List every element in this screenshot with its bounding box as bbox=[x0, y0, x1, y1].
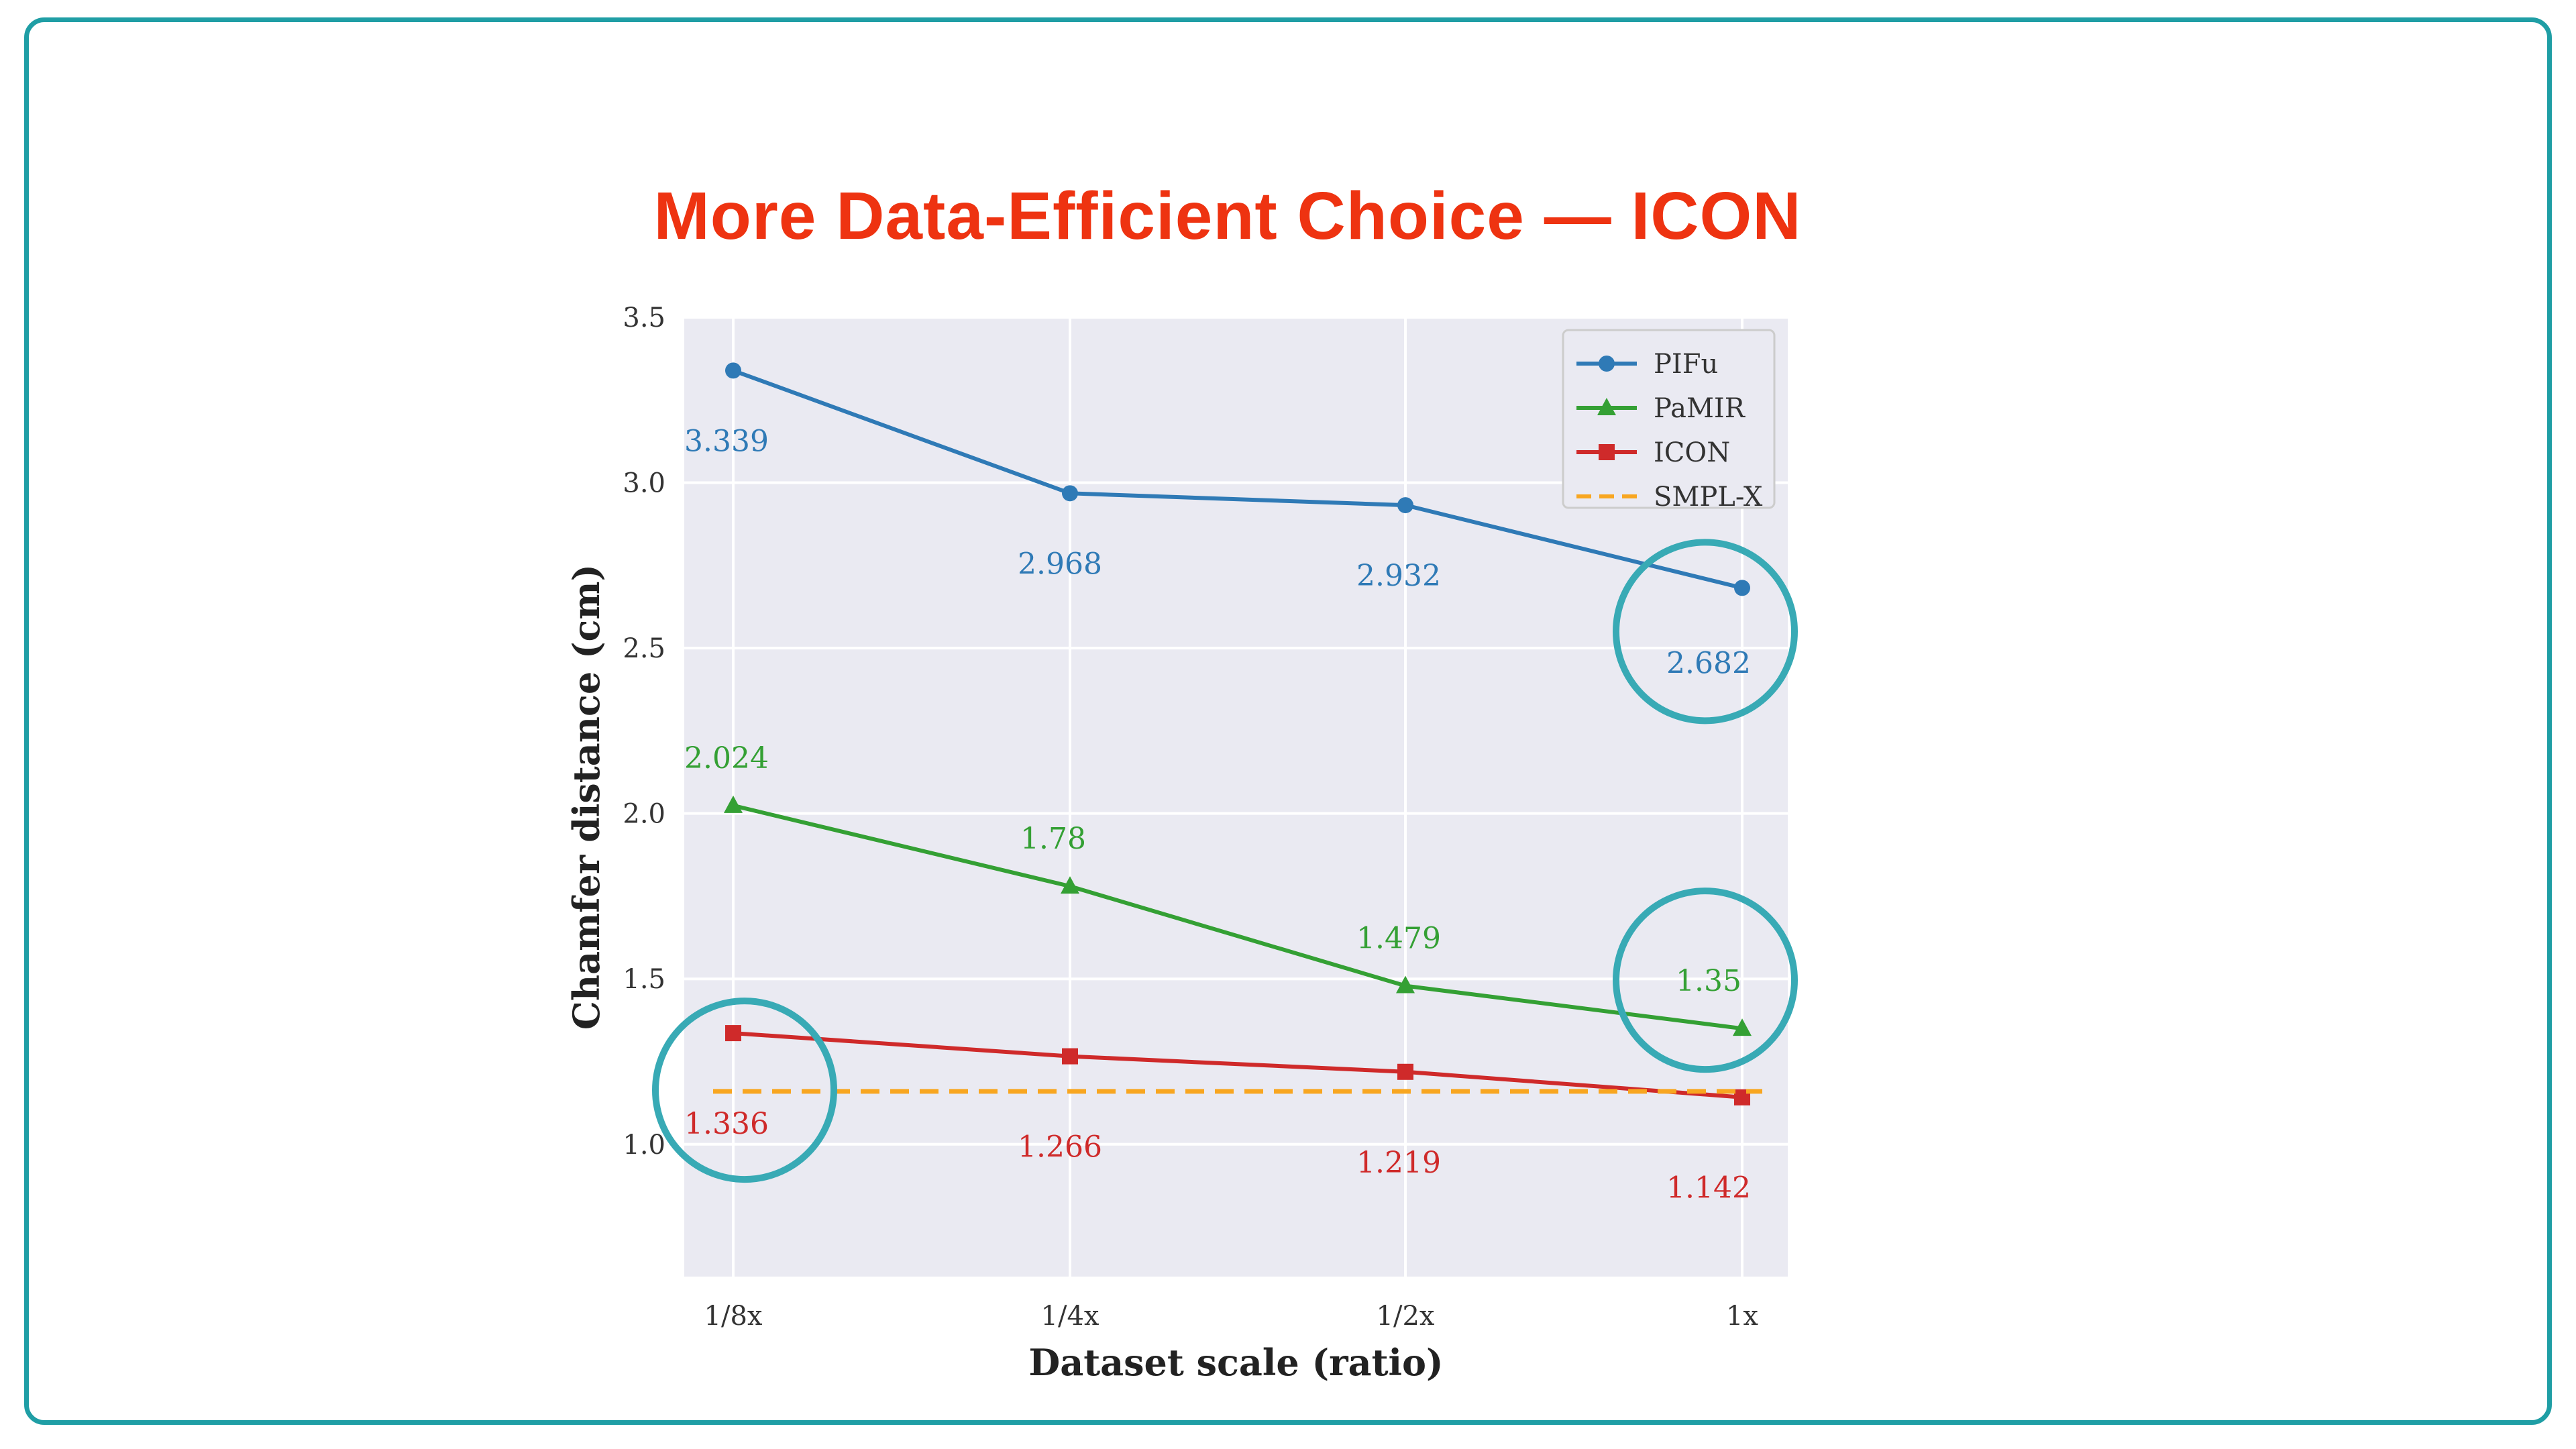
legend-marker-icon bbox=[1599, 444, 1615, 460]
data-label-pamir: 2.024 bbox=[684, 741, 769, 775]
data-point-pamir bbox=[1396, 975, 1415, 994]
data-point-pifu bbox=[1397, 497, 1413, 514]
legend-label-smpl-x: SMPL-X bbox=[1654, 482, 1763, 513]
grid bbox=[684, 316, 1788, 1277]
series-line-icon bbox=[733, 1031, 1743, 1099]
data-label-pamir: 1.479 bbox=[1356, 922, 1441, 956]
y-tick-label: 2.5 bbox=[623, 633, 665, 664]
series-layer bbox=[713, 362, 1762, 1106]
x-tick-label: 1x bbox=[1726, 1301, 1758, 1332]
y-tick-label: 3.5 bbox=[623, 303, 665, 333]
legend-label-pamir: PaMIR bbox=[1654, 393, 1746, 424]
data-point-pamir bbox=[724, 795, 743, 813]
x-tick-label: 1/2x bbox=[1377, 1301, 1435, 1332]
highlight-circle bbox=[1613, 888, 1798, 1073]
y-tick-label: 1.5 bbox=[623, 964, 665, 995]
legend-label-icon: ICON bbox=[1654, 437, 1730, 468]
data-labels: 3.339 2.968 2.932 2.682 2.024 1.78 1.479 1.35 1.… bbox=[684, 424, 1751, 1205]
data-label-pifu: 3.339 bbox=[684, 424, 769, 458]
y-axis-title: Chamfer distance (cm) bbox=[565, 564, 608, 1030]
x-axis-title: Dataset scale (ratio) bbox=[1028, 1341, 1443, 1384]
data-label-pamir: 1.35 bbox=[1676, 964, 1741, 998]
data-point-pifu bbox=[725, 362, 741, 379]
data-label-icon: 1.219 bbox=[1356, 1146, 1441, 1180]
data-label-icon: 1.336 bbox=[684, 1107, 769, 1141]
legend-marker-pamir bbox=[1597, 398, 1616, 415]
data-point-icon bbox=[725, 1025, 741, 1042]
data-label-icon: 1.266 bbox=[1018, 1130, 1102, 1165]
data-point-icon bbox=[1397, 1063, 1413, 1080]
legend: PIFu PaMIR ICON SMPL-X bbox=[1562, 329, 1776, 513]
data-label-pamir: 1.78 bbox=[1020, 822, 1086, 856]
legend-marker-pifu bbox=[1599, 356, 1615, 372]
data-point-icon bbox=[1062, 1048, 1078, 1065]
data-point-pamir bbox=[1061, 876, 1079, 894]
highlight-circle bbox=[652, 998, 837, 1183]
data-point-pifu bbox=[1062, 485, 1078, 502]
y-tick-label: 1.0 bbox=[623, 1130, 665, 1161]
slide-title: More Data-Efficient Choice — ICON bbox=[653, 178, 1802, 254]
series-line-pifu bbox=[732, 368, 1743, 590]
y-tick-label: 2.0 bbox=[623, 799, 665, 830]
data-label-pifu: 2.968 bbox=[1018, 547, 1102, 581]
series-line-pamir bbox=[733, 803, 1743, 1031]
data-label-pifu: 2.682 bbox=[1666, 646, 1751, 680]
legend-box bbox=[1562, 329, 1776, 509]
highlights bbox=[652, 539, 1798, 1183]
x-tick-label: 1/4x bbox=[1041, 1301, 1099, 1332]
y-tick-label: 3.0 bbox=[623, 468, 665, 499]
data-label-pifu: 2.932 bbox=[1356, 559, 1441, 593]
legend-label-pifu: PIFu bbox=[1654, 349, 1718, 380]
data-label-icon: 1.142 bbox=[1666, 1171, 1751, 1205]
axes: 1.0 1.5 2.0 2.5 3.0 3.5 1/8x 1/4x 1/2x 1x Dataset … bbox=[565, 303, 1758, 1384]
data-point-pifu bbox=[1734, 580, 1750, 596]
x-tick-label: 1/8x bbox=[704, 1301, 763, 1332]
data-point-pamir bbox=[1733, 1018, 1752, 1036]
highlight-circle bbox=[1613, 539, 1798, 724]
